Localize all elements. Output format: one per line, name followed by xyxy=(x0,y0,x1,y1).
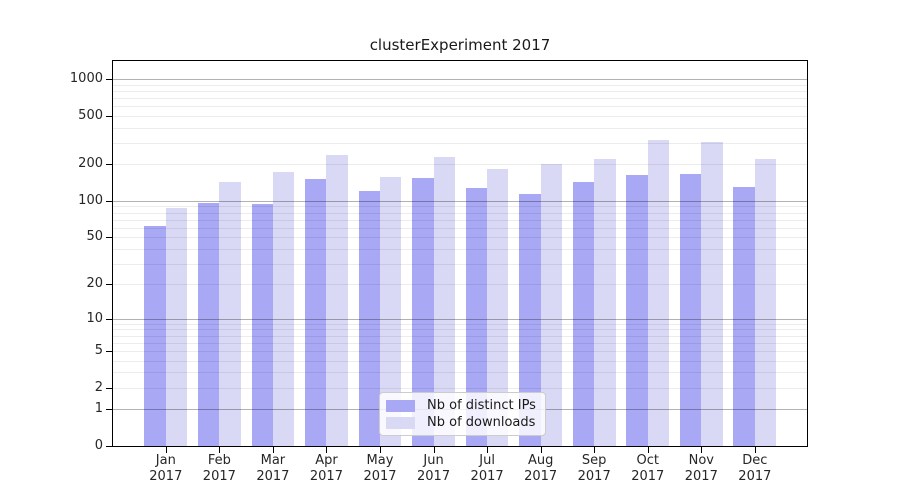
bar-distinct-ips-apr xyxy=(305,178,327,446)
y-tick-mark xyxy=(106,115,113,117)
x-tick-label: Aug 2017 xyxy=(524,453,558,484)
y-tick-label: 500 xyxy=(78,107,103,123)
y-tick-mark xyxy=(106,237,113,239)
legend-swatch-distinct-ips xyxy=(386,399,415,412)
x-tick-mark xyxy=(433,447,435,453)
bar-distinct-ips-dec xyxy=(733,187,755,446)
bar-downloads-feb xyxy=(219,181,241,446)
x-tick-label: Sep 2017 xyxy=(577,453,611,484)
bar-distinct-ips-mar xyxy=(251,203,273,446)
x-tick-label: Jun 2017 xyxy=(417,453,451,484)
y-tick-label: 2 xyxy=(94,379,103,395)
y-tick-mark xyxy=(106,350,113,352)
x-tick-label: Jul 2017 xyxy=(470,453,504,484)
bar-downloads-dec xyxy=(754,159,777,446)
bar-downloads-apr xyxy=(326,154,348,446)
bar-distinct-ips-sep xyxy=(572,181,595,446)
legend: Nb of distinct IPs Nb of downloads xyxy=(379,392,546,436)
x-tick-label: Apr 2017 xyxy=(309,453,343,484)
y-tick-mark xyxy=(106,284,113,286)
y-tick-label: 5 xyxy=(94,342,103,358)
x-tick-mark xyxy=(647,447,649,453)
x-tick-label: Oct 2017 xyxy=(631,453,665,484)
y-tick-label: 1 xyxy=(94,401,103,417)
legend-item-distinct-ips: Nb of distinct IPs xyxy=(386,397,537,414)
x-tick-label: Jan 2017 xyxy=(149,453,183,484)
y-tick-label: 50 xyxy=(86,229,103,245)
bar-downloads-mar xyxy=(272,171,295,446)
y-tick-label: 10 xyxy=(86,310,103,326)
x-tick-label: May 2017 xyxy=(363,453,397,484)
bar-downloads-oct xyxy=(647,139,670,446)
bar-distinct-ips-oct xyxy=(626,174,648,446)
bar-distinct-ips-jun xyxy=(412,177,434,446)
y-tick-label: 200 xyxy=(78,156,103,172)
chart-title: clusterExperiment 2017 xyxy=(369,36,551,54)
y-tick-label: 100 xyxy=(78,192,103,208)
bar-distinct-ips-jul xyxy=(465,187,488,446)
bar-downloads-jul xyxy=(487,168,509,446)
x-tick-label: Dec 2017 xyxy=(738,453,772,484)
x-tick-mark xyxy=(219,447,221,453)
legend-swatch-downloads xyxy=(386,416,415,429)
plot-area: Nb of distinct IPs Nb of downloads xyxy=(112,60,808,447)
y-tick-mark xyxy=(106,200,113,202)
y-tick-mark xyxy=(106,409,113,411)
x-tick-label: Feb 2017 xyxy=(202,453,236,484)
x-tick-label: Mar 2017 xyxy=(256,453,290,484)
legend-label-downloads: Nb of downloads xyxy=(427,415,536,430)
y-tick-label: 20 xyxy=(86,276,103,292)
y-tick-mark xyxy=(106,387,113,389)
x-tick-mark xyxy=(380,447,381,453)
bar-distinct-ips-feb xyxy=(197,202,220,446)
x-tick-mark xyxy=(540,447,542,453)
legend-label-distinct-ips: Nb of distinct IPs xyxy=(427,398,536,413)
bar-distinct-ips-aug xyxy=(519,193,541,446)
bar-downloads-nov xyxy=(701,142,723,446)
y-tick-mark xyxy=(106,164,113,166)
x-tick-mark xyxy=(272,447,274,453)
x-tick-mark xyxy=(594,447,596,453)
y-tick-label: 1000 xyxy=(69,71,103,86)
x-tick-mark xyxy=(487,447,489,453)
x-tick-label: Nov 2017 xyxy=(684,453,718,484)
x-tick-mark xyxy=(754,447,756,453)
y-tick-label: 0 xyxy=(94,438,103,453)
bar-downloads-sep xyxy=(594,159,616,446)
y-tick-mark xyxy=(106,79,113,80)
y-tick-mark xyxy=(106,318,113,320)
bar-downloads-aug xyxy=(540,164,563,446)
bars-layer xyxy=(113,61,807,446)
legend-item-downloads: Nb of downloads xyxy=(386,414,537,431)
bar-downloads-may xyxy=(380,176,402,446)
x-tick-mark xyxy=(326,447,328,453)
bar-distinct-ips-jan xyxy=(144,225,166,446)
bar-distinct-ips-may xyxy=(358,190,380,446)
bar-downloads-jan xyxy=(165,207,188,446)
x-tick-mark xyxy=(701,447,703,453)
bar-downloads-jun xyxy=(433,156,455,446)
y-tick-mark xyxy=(106,446,113,447)
x-tick-mark xyxy=(165,447,167,453)
bar-distinct-ips-nov xyxy=(679,173,702,446)
